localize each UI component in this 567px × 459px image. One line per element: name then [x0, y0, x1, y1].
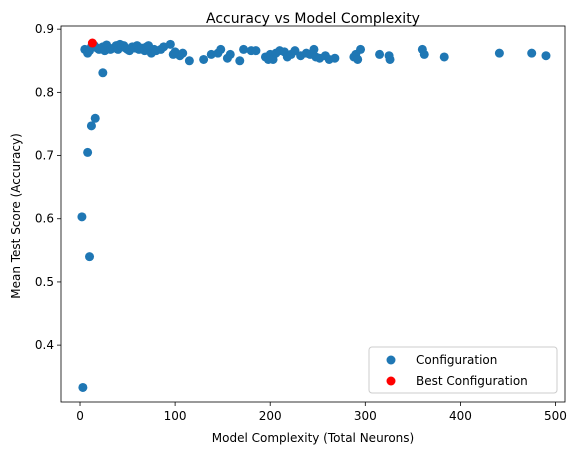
- x-tick-label: 100: [164, 409, 187, 423]
- y-tick-label: 0.5: [35, 275, 54, 289]
- configuration-point: [178, 48, 188, 58]
- configuration-point: [251, 46, 261, 56]
- configuration-point: [330, 53, 340, 63]
- legend-label-best-configuration: Best Configuration: [416, 374, 528, 388]
- configuration-point: [494, 48, 504, 58]
- configuration-point: [385, 54, 395, 64]
- legend-frame: [368, 346, 558, 394]
- configuration-point: [86, 121, 96, 131]
- legend: Configuration Best Configuration: [368, 346, 558, 394]
- x-axis-ticks: 0 100 200 300 400 500: [76, 402, 567, 423]
- legend-label-configuration: Configuration: [416, 353, 497, 367]
- configuration-point: [527, 48, 537, 58]
- y-tick-label: 0.4: [35, 338, 54, 352]
- configuration-point: [225, 49, 235, 59]
- configuration-point: [184, 56, 194, 66]
- y-tick-label: 0.9: [35, 22, 54, 36]
- configuration-point: [206, 49, 216, 59]
- x-tick-label: 300: [354, 409, 377, 423]
- configuration-point: [165, 39, 175, 49]
- configuration-point: [356, 44, 366, 54]
- configuration-point: [85, 252, 95, 262]
- y-tick-label: 0.6: [35, 212, 54, 226]
- configuration-point: [309, 44, 319, 54]
- x-tick-label: 400: [449, 409, 472, 423]
- configuration-point: [235, 56, 245, 66]
- x-tick-label: 200: [259, 409, 282, 423]
- configuration-point: [78, 382, 88, 392]
- configuration-point: [541, 51, 551, 61]
- configuration-point: [439, 52, 449, 62]
- configuration-point: [353, 54, 363, 64]
- y-axis-label: Mean Test Score (Accuracy): [9, 133, 23, 299]
- configuration-point: [199, 54, 209, 64]
- x-tick-label: 500: [544, 409, 567, 423]
- configuration-point: [239, 44, 249, 54]
- y-tick-label: 0.8: [35, 85, 54, 99]
- chart-title: Accuracy vs Model Complexity: [206, 11, 420, 27]
- y-tick-label: 0.7: [35, 149, 54, 163]
- configuration-point: [90, 113, 100, 123]
- configuration-point: [77, 212, 87, 222]
- y-axis-ticks: 0.4 0.5 0.6 0.7 0.8 0.9: [35, 22, 61, 352]
- x-axis-label: Model Complexity (Total Neurons): [212, 431, 414, 445]
- configuration-point: [375, 49, 385, 59]
- best-configuration-point: [87, 38, 97, 48]
- plot-area-frame: [60, 25, 566, 403]
- data-points: [77, 38, 551, 392]
- configuration-point: [98, 68, 108, 78]
- legend-marker-best-configuration: [386, 376, 396, 386]
- configuration-point: [216, 44, 226, 54]
- x-tick-label: 0: [76, 409, 84, 423]
- configuration-point: [83, 147, 93, 157]
- configuration-point: [419, 49, 429, 59]
- legend-marker-configuration: [386, 355, 396, 365]
